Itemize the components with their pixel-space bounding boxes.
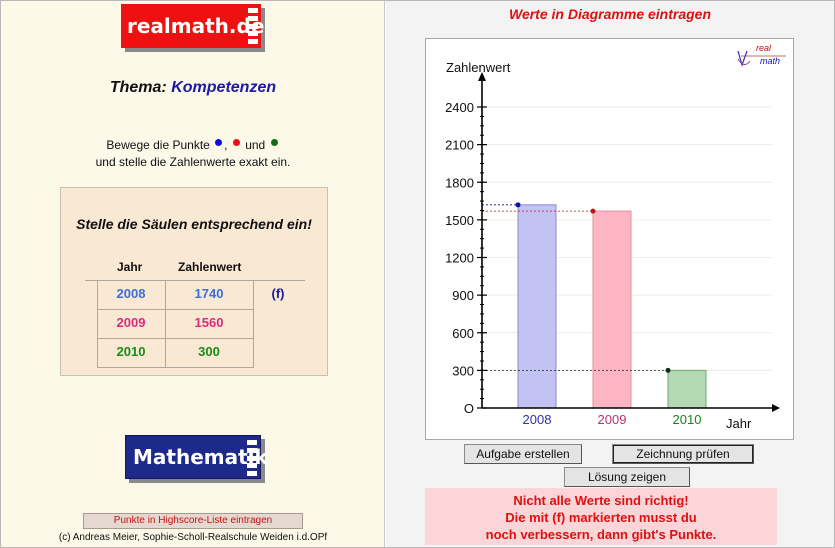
col-header-value: Zahlenwert [178, 260, 242, 274]
instructions: Bewege die Punkte , und und stelle die Z… [1, 137, 385, 171]
highscore-button[interactable]: Punkte in Highscore-Liste eintragen [83, 513, 303, 529]
x-axis-arrow [772, 404, 780, 412]
feedback-line-2: Die mit (f) markierten musst du [505, 510, 697, 525]
row-2010-year: 2010 [116, 344, 146, 359]
credit-text: (c) Andreas Meier, Sophie-Scholl-Realsch… [58, 532, 328, 543]
task-box: Stelle die Säulen entsprechend ein! Jahr… [60, 187, 328, 376]
logo-text: realmath.de [127, 14, 265, 38]
mathematik-logo[interactable]: Mathematik [125, 435, 268, 479]
x-axis-title: Jahr [726, 416, 752, 431]
check-drawing-button[interactable]: Zeichnung prüfen [612, 444, 754, 464]
blue-dot-icon [215, 139, 223, 146]
feedback-message: Nicht alle Werte sind richtig! Die mit (… [425, 488, 777, 545]
create-task-button[interactable]: Aufgabe erstellen [464, 444, 582, 464]
y-axis-arrow [478, 72, 486, 81]
bar-2010 [667, 369, 707, 409]
y-tick-label: 1500 [445, 213, 474, 228]
feedback-line-1: Nicht alle Werte sind richtig! [513, 493, 689, 508]
y-tick-label: 1200 [445, 251, 474, 266]
y-tick-label: 600 [452, 326, 474, 341]
y-tick-label: 300 [452, 363, 474, 378]
red-dot-icon [232, 139, 240, 146]
y-tick-label: 2100 [445, 138, 474, 153]
realmath-logo[interactable]: realmath.de [121, 4, 265, 48]
drag-point [665, 367, 671, 373]
realmath-corner-logo: real math [737, 43, 786, 67]
chart-panel-title: Werte in Diagramme eintragen [508, 6, 712, 22]
y-tick-label: 2400 [445, 100, 474, 115]
feedback-line-3: noch verbessern, dann gibt's Punkte. [485, 527, 717, 542]
mathematik-logo-text: Mathematik [133, 445, 268, 469]
row-2008-error-mark: (f) [271, 286, 285, 301]
left-panel: realmath.de Thema: Kompetenzen Bewege di… [1, 1, 385, 547]
task-title: Stelle die Säulen entsprechend ein! [76, 216, 312, 232]
bar-2009 [592, 210, 632, 409]
x-tick-label: 2008 [523, 412, 552, 427]
instruction-line-2: und stelle die Zahlenwerte exakt ein. [95, 155, 291, 169]
row-2009-value: 1560 [194, 315, 224, 330]
bar-2008 [517, 204, 557, 409]
chart-area[interactable]: O 300 600 900 1200 1500 1800 2100 2400 2008 2009 20… [425, 38, 794, 440]
x-tick-label: 2010 [673, 412, 702, 427]
y-tick-label: 900 [452, 288, 474, 303]
drag-point [515, 202, 521, 208]
film-strip-icon [247, 440, 257, 476]
instruction-text: Bewege die Punkte [106, 138, 210, 152]
row-2010-value: 300 [198, 344, 220, 359]
instruction-and: und [245, 138, 266, 152]
drag-point [590, 208, 596, 214]
theme-value: Kompetenzen [171, 79, 277, 96]
row-2008-year: 2008 [116, 286, 146, 301]
x-tick-label: 2009 [598, 412, 627, 427]
corner-logo-bottom: math [760, 56, 780, 66]
corner-logo-top: real [756, 43, 772, 53]
col-header-year: Jahr [117, 260, 143, 274]
theme-label: Thema: [109, 79, 167, 96]
y-tick-label: O [464, 401, 474, 416]
row-2009-year: 2009 [116, 315, 146, 330]
theme-title: Thema: Kompetenzen [1, 79, 385, 97]
y-axis-title: Zahlenwert [446, 60, 511, 75]
show-solution-button[interactable]: Lösung zeigen [564, 467, 690, 487]
film-strip-icon [248, 8, 258, 44]
row-2008-value: 1740 [194, 286, 224, 301]
instruction-comma: , [224, 138, 228, 152]
y-tick-label: 1800 [445, 175, 474, 190]
green-dot-icon [270, 139, 278, 146]
bar-chart[interactable]: O 300 600 900 1200 1500 1800 2100 2400 2008 2009 20… [426, 39, 795, 441]
right-panel: Werte in Diagramme eintragen O 300 600 900 1… [386, 1, 834, 547]
